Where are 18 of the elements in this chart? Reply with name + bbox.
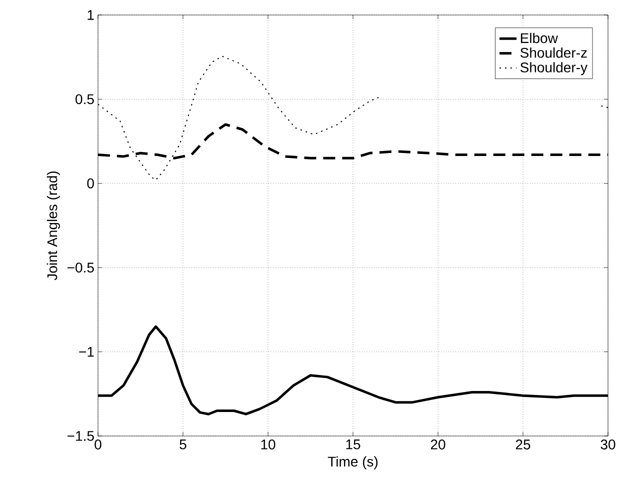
- y-tick-label: 1: [88, 10, 94, 20]
- y-tick-label: 0.5: [76, 94, 94, 104]
- legend-label: Elbow: [520, 32, 558, 44]
- x-tick-label: 10: [261, 440, 276, 450]
- y-axis-title: Joint Angles (rad): [46, 172, 60, 280]
- y-tick-label: −0.5: [68, 262, 94, 273]
- x-tick-label: 25: [516, 440, 530, 450]
- x-tick-label: 5: [180, 440, 186, 450]
- y-tick-label: −1.5: [68, 431, 94, 441]
- y-tick-label: 0: [87, 178, 94, 188]
- legend-label: Shoulder-y: [520, 62, 588, 76]
- x-tick-label: 20: [430, 440, 446, 450]
- x-tick-label: 0: [94, 440, 102, 450]
- x-tick-label: 30: [600, 440, 616, 450]
- y-tick-label: −1: [79, 346, 94, 357]
- legend-label: Shoulder-z: [520, 47, 587, 58]
- x-tick-label: 15: [346, 440, 360, 450]
- x-axis-title: Time (s): [328, 456, 378, 470]
